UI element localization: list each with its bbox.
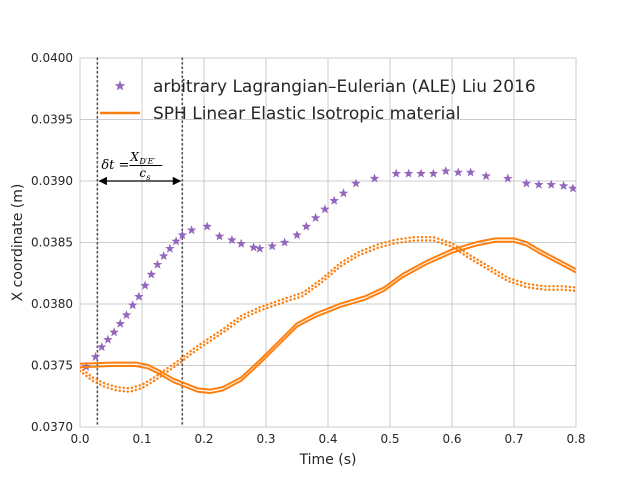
series-double-dotted bbox=[80, 235, 576, 394]
ale-star-marker bbox=[534, 179, 544, 189]
sph-dotted-line bbox=[80, 239, 576, 394]
ale-star-marker bbox=[115, 318, 126, 328]
ale-star-marker bbox=[103, 334, 113, 344]
ale-star-marker bbox=[140, 280, 150, 290]
annotation: δt =X D′E′c s bbox=[98, 150, 182, 186]
ale-star-marker bbox=[90, 351, 101, 361]
dt-label: δt = bbox=[101, 158, 129, 173]
series-layer bbox=[80, 166, 576, 395]
ale-star-marker bbox=[301, 221, 312, 231]
ale-star-marker bbox=[171, 236, 181, 246]
ale-star-marker bbox=[165, 243, 175, 253]
y-axis: 0.0370 0.0375 0.0380 0.0385 0.0390 0.0395 0.04… bbox=[31, 51, 73, 434]
ale-star-marker bbox=[109, 327, 119, 337]
ale-star-marker bbox=[248, 242, 259, 252]
ale-star-marker bbox=[441, 166, 451, 176]
legend-star-icon bbox=[114, 80, 126, 91]
ale-star-marker bbox=[152, 259, 163, 269]
ale-star-marker bbox=[134, 291, 144, 301]
y-tick-label: 0.0385 bbox=[31, 236, 73, 250]
y-tick-label: 0.0380 bbox=[31, 297, 73, 311]
ale-star-marker bbox=[453, 167, 463, 177]
ale-star-marker bbox=[329, 195, 339, 205]
ale-star-marker bbox=[391, 168, 401, 178]
ale-star-marker bbox=[146, 269, 157, 279]
ale-star-marker bbox=[177, 230, 188, 240]
ale-star-marker bbox=[227, 235, 237, 245]
ale-star-marker bbox=[320, 204, 330, 214]
series-double-solid bbox=[80, 237, 576, 395]
vertical-markers bbox=[96, 57, 184, 428]
x-tick-label: 0.3 bbox=[256, 432, 275, 446]
x-tick-label: 0.0 bbox=[70, 432, 89, 446]
x-tick-label: 0.7 bbox=[504, 432, 523, 446]
ale-star-marker bbox=[546, 179, 556, 189]
ale-star-marker bbox=[214, 231, 225, 241]
ale-star-marker bbox=[351, 178, 361, 188]
ale-star-marker bbox=[267, 241, 277, 251]
x-tick-label: 0.5 bbox=[380, 432, 399, 446]
dt-numerator: X bbox=[129, 150, 139, 164]
x-tick-label: 0.4 bbox=[318, 432, 337, 446]
ale-star-marker bbox=[403, 168, 414, 178]
dt-denominator: c bbox=[139, 166, 146, 180]
legend-entry-ale: arbitrary Lagrangian–Eulerian (ALE) Liu … bbox=[114, 77, 536, 97]
y-tick-label: 0.0375 bbox=[31, 359, 73, 373]
dt-numerator-subscript: D′E′ bbox=[138, 157, 155, 166]
ale-star-marker bbox=[521, 178, 532, 188]
x-tick-label: 0.1 bbox=[132, 432, 151, 446]
x-axis: 0.0 0.1 0.2 0.3 0.4 0.5 0.6 0.7 0.8 bbox=[70, 432, 585, 446]
y-tick-label: 0.0400 bbox=[31, 51, 73, 65]
ale-star-marker bbox=[158, 251, 169, 261]
y-tick-label: 0.0395 bbox=[31, 113, 73, 127]
sph-solid-line bbox=[80, 237, 576, 391]
y-axis-label: X coordinate (m) bbox=[10, 184, 26, 302]
ale-star-marker bbox=[255, 243, 265, 253]
ale-star-marker bbox=[310, 212, 321, 222]
ale-star-marker bbox=[503, 173, 513, 183]
ale-star-marker bbox=[121, 310, 132, 320]
ale-star-marker bbox=[236, 238, 246, 248]
ale-star-marker bbox=[465, 167, 476, 177]
legend-label-ale: arbitrary Lagrangian–Eulerian (ALE) Liu … bbox=[153, 77, 536, 97]
ale-star-marker bbox=[481, 171, 491, 181]
ale-star-marker bbox=[338, 188, 349, 198]
ale-star-marker bbox=[428, 168, 439, 178]
x-axis-label: Time (s) bbox=[299, 452, 357, 468]
x-tick-label: 0.2 bbox=[194, 432, 213, 446]
ale-star-marker bbox=[127, 300, 138, 310]
x-tick-label: 0.6 bbox=[442, 432, 461, 446]
legend-entry-sph: SPH Linear Elastic Isotropic material bbox=[100, 104, 461, 124]
ale-star-marker bbox=[558, 180, 569, 190]
legend: arbitrary Lagrangian–Eulerian (ALE) Liu … bbox=[100, 77, 536, 124]
ale-star-marker bbox=[279, 237, 290, 247]
x-tick-label: 0.8 bbox=[566, 432, 585, 446]
sph-solid-line bbox=[80, 240, 576, 395]
ale-star-marker bbox=[292, 230, 302, 240]
ale-star-marker bbox=[568, 183, 576, 193]
ale-star-marker bbox=[186, 225, 197, 235]
legend-label-sph: SPH Linear Elastic Isotropic material bbox=[153, 104, 461, 124]
ale-star-marker bbox=[202, 221, 212, 231]
ale-star-marker bbox=[96, 342, 107, 352]
sph-dotted-line bbox=[80, 235, 576, 390]
y-tick-label: 0.0370 bbox=[31, 420, 73, 434]
ale-star-marker bbox=[369, 173, 380, 183]
ale-star-marker bbox=[416, 168, 426, 178]
y-tick-label: 0.0390 bbox=[31, 174, 73, 188]
dt-denominator-subscript: s bbox=[146, 173, 150, 182]
